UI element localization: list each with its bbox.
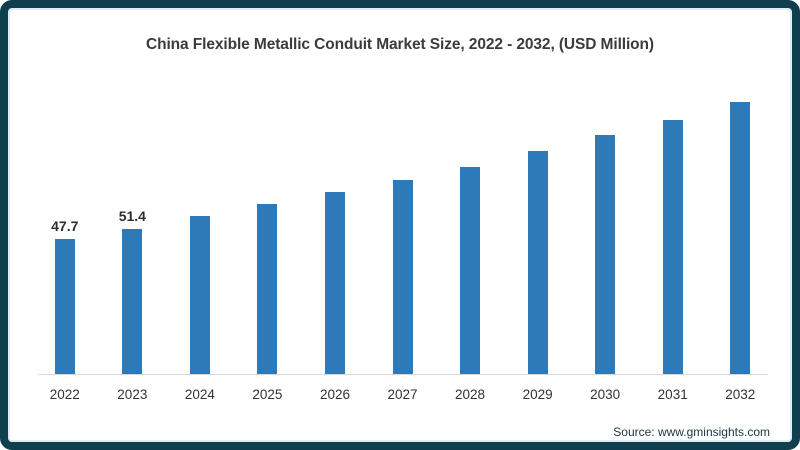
bar-column-2023: 51.4 2023 xyxy=(99,90,167,403)
x-tick-label-2024: 2024 xyxy=(184,387,215,402)
bar-column-2026: 2026 xyxy=(301,90,369,402)
source-credit: Source: www.gminsights.com xyxy=(613,425,770,439)
x-tick-label-2022: 2022 xyxy=(49,387,80,402)
bar-2028 xyxy=(460,166,481,375)
bar-column-2024: 2024 xyxy=(166,90,234,402)
x-tick-label-2023: 2023 xyxy=(117,387,148,402)
bar-value-label: 51.4 xyxy=(118,207,146,224)
x-tick-label-2025: 2025 xyxy=(252,387,283,402)
plot-area: 47.7 2022 51.4 2023 2024 2025 2026 2027 2028 2029… xyxy=(31,90,774,403)
bar-column-2032: 2032 xyxy=(706,90,774,402)
bar-2032 xyxy=(730,102,751,375)
bar-2029 xyxy=(527,151,548,375)
bar-2024 xyxy=(189,216,210,375)
bar-column-2031: 2031 xyxy=(639,90,707,402)
chart-title: China Flexible Metallic Conduit Market S… xyxy=(146,36,654,53)
x-tick-label-2027: 2027 xyxy=(387,387,418,402)
bar-column-2030: 2030 xyxy=(571,90,639,402)
bar-2030 xyxy=(595,135,616,375)
bar-2025 xyxy=(257,204,278,375)
x-tick-label-2026: 2026 xyxy=(319,387,350,402)
bar-column-2028: 2028 xyxy=(436,90,504,402)
bar-2022 xyxy=(54,239,75,375)
x-tick-label-2030: 2030 xyxy=(590,387,621,402)
bar-2023 xyxy=(122,228,143,375)
x-axis-line xyxy=(38,374,768,375)
bar-2027 xyxy=(392,180,413,375)
x-tick-label-2029: 2029 xyxy=(522,387,553,402)
bar-2031 xyxy=(662,120,683,375)
bar-column-2022: 47.7 2022 xyxy=(31,90,99,402)
x-tick-label-2031: 2031 xyxy=(657,387,688,402)
bar-value-label: 47.7 xyxy=(51,218,79,235)
x-tick-label-2028: 2028 xyxy=(455,387,486,402)
bar-column-2029: 2029 xyxy=(504,90,572,402)
bar-2026 xyxy=(324,192,345,375)
bar-column-2025: 2025 xyxy=(234,90,302,402)
x-tick-label-2032: 2032 xyxy=(725,387,756,402)
bar-column-2027: 2027 xyxy=(369,90,437,402)
